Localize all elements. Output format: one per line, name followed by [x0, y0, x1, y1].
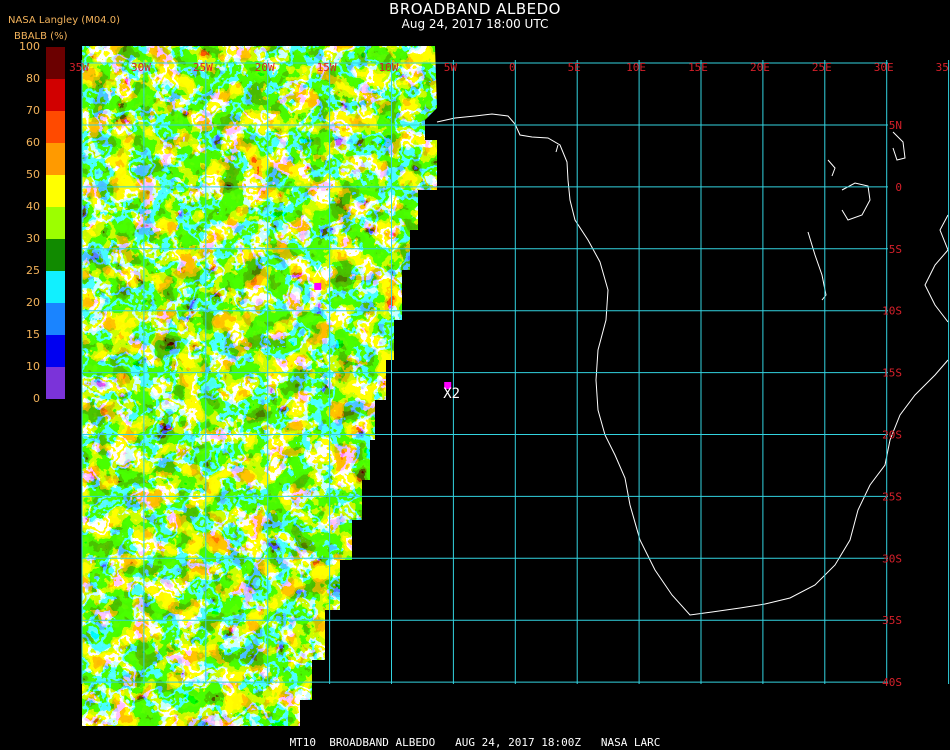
colorbar-swatch [46, 111, 65, 143]
latitude-label: 35S [882, 614, 902, 627]
colorbar-label: 10 [26, 360, 40, 373]
map-title: BROADBAND ALBEDO [389, 0, 561, 18]
colorbar-label: 25 [26, 264, 40, 277]
longitude-label: 25E [812, 61, 832, 74]
colorbar-label: 30 [26, 232, 40, 245]
marker-label: X2 [443, 385, 461, 402]
latitude-label: 5N [889, 119, 902, 132]
longitude-label: 5E [568, 61, 581, 74]
longitude-label: 35W [69, 61, 89, 74]
colorbar-label: 60 [26, 136, 40, 149]
colorbar-swatch [46, 207, 65, 239]
latitude-label: 0 [895, 181, 902, 194]
latitude-label: 20S [882, 429, 902, 442]
colorbar-swatch [46, 335, 65, 367]
lat-lon-grid [81, 60, 950, 684]
longitude-label: 25W [193, 61, 213, 74]
africa-coastline [436, 113, 949, 616]
longitude-label: 10W [379, 61, 399, 74]
footer-caption: MT10 BROADBAND ALBEDO AUG 24, 2017 18:00… [289, 736, 661, 749]
latitude-labels: 5N 0 5S 10S 15S 20S 25S 30S 35S 40S [882, 119, 902, 689]
colorbar-swatch [46, 143, 65, 175]
longitude-labels: 35W 30W 25W 20W 15W 10W 5W 0 5E 10E 15E 20E 25E 30E 35… [69, 61, 950, 74]
latitude-label: 40S [882, 676, 902, 689]
colorbar-swatch [46, 303, 65, 335]
longitude-label: 30W [131, 61, 151, 74]
map-subtitle: Aug 24, 2017 18:00 UTC [401, 17, 549, 31]
marker-dot [314, 282, 322, 290]
colorbar-label: 20 [26, 296, 40, 309]
longitude-label: 20E [750, 61, 770, 74]
longitude-label: 10E [626, 61, 646, 74]
unit-label: BBALB (%) [14, 31, 68, 42]
longitude-label: 15W [317, 61, 337, 74]
latitude-label: 25S [882, 490, 902, 503]
colorbar-swatch [46, 239, 65, 271]
colorbar-label: 70 [26, 104, 40, 117]
latitude-label: 10S [882, 305, 902, 318]
colorbar-swatch [46, 47, 65, 79]
longitude-label: 35E [936, 61, 950, 74]
longitude-label: 5W [444, 61, 458, 74]
colorbar-swatch [46, 79, 65, 111]
albedo-field [82, 46, 437, 726]
colorbar-label: 40 [26, 200, 40, 213]
longitude-label: 15E [688, 61, 708, 74]
latitude-label: 15S [882, 367, 902, 380]
colorbar-label: 15 [26, 328, 40, 341]
longitude-label: 20W [255, 61, 275, 74]
marker-dot [444, 381, 452, 389]
colorbar-label: 80 [26, 72, 40, 85]
colorbar-label: 0 [33, 392, 40, 405]
colorbar-label: 50 [26, 168, 40, 181]
colorbar-swatch [46, 175, 65, 207]
latitude-label: 5S [889, 243, 902, 256]
colorbar-swatch [46, 367, 65, 399]
longitude-label: 0 [509, 61, 516, 74]
latitude-label: 30S [882, 552, 902, 565]
colorbar-label: 100 [19, 40, 40, 53]
colorbar-swatch [46, 271, 65, 303]
source-label: NASA Langley (M04.0) [8, 15, 120, 26]
longitude-label: 30E [874, 61, 894, 74]
marker-dots [314, 282, 452, 389]
marker-label: X1 [313, 264, 331, 281]
